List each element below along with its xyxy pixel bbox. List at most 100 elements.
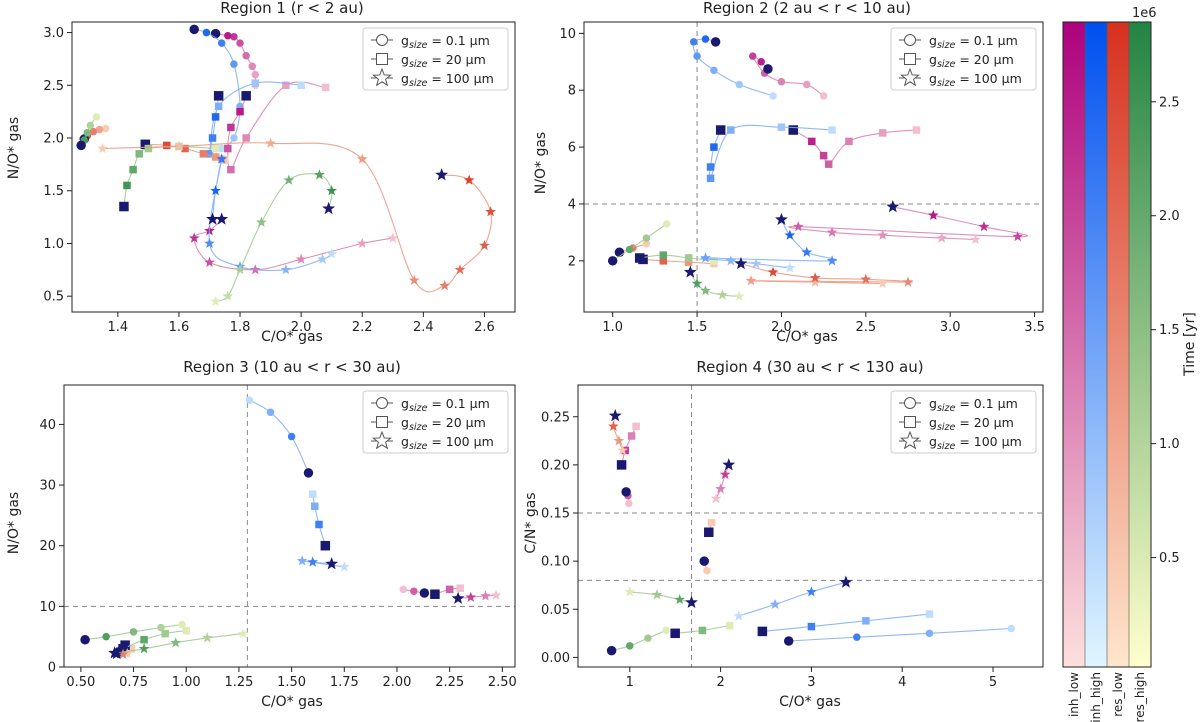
data-point-inh_low — [248, 62, 257, 71]
data-point-inh_high — [727, 126, 735, 134]
data-point-res_low — [454, 264, 466, 275]
y-tick-label: 30 — [39, 479, 56, 494]
endpoint-inh_low — [788, 125, 798, 135]
data-point-res_high — [83, 128, 92, 137]
data-point-inh_high — [326, 248, 338, 259]
data-point-res_low — [877, 277, 889, 289]
legend-marker-square — [376, 416, 388, 428]
colorbar-frame — [1062, 21, 1152, 668]
data-point-inh_low — [757, 58, 765, 66]
data-point-inh_low — [356, 237, 368, 249]
ticks-panel-3: 0.50 0.75 1.00 1.25 1.50 1.75 2.00 2.25 2.50 0 10 2… — [39, 418, 516, 690]
y-tick-label: 10 — [559, 27, 576, 42]
data-point-res_low — [89, 127, 98, 136]
data-point-res_low — [408, 274, 420, 285]
endpoint-inh_low — [215, 212, 229, 225]
plot-area-panel-3 — [80, 396, 502, 660]
data-point-res_high — [234, 264, 246, 275]
legend-marker-square — [904, 53, 916, 65]
data-point-inh_low — [465, 591, 477, 602]
data-point-inh_high — [217, 39, 226, 47]
endpoint-res_high — [119, 201, 129, 212]
colorbar-tick-label: 1.5 — [1159, 323, 1180, 338]
data-point-res_high — [92, 113, 101, 121]
endpoint-res_high — [683, 265, 697, 278]
data-point-res_high — [725, 621, 734, 630]
data-point-inh_high — [338, 561, 350, 572]
x-tick-label: 1.5 — [687, 320, 708, 335]
panel-title: Region 3 (10 au < r < 30 au) — [183, 358, 401, 376]
endpoint-inh_high — [757, 626, 768, 637]
data-point-res_low — [211, 153, 220, 161]
data-point-inh_high — [214, 102, 223, 111]
endpoint-inh_high — [213, 91, 224, 101]
x-tick-label: 1 — [626, 675, 634, 690]
track-line-inh_low — [788, 206, 1028, 241]
endpoint-inh_high — [320, 540, 331, 551]
endpoint-inh_low — [616, 460, 627, 470]
y-tick-label: 20 — [39, 539, 56, 554]
endpoint-res_high — [607, 256, 618, 266]
y-tick-label: 4 — [568, 197, 576, 212]
data-point-inh_low — [410, 587, 418, 595]
data-point-inh_low — [321, 83, 330, 92]
data-point-inh_low — [777, 77, 786, 86]
track-line-inh_high — [312, 494, 326, 546]
x-tick-label: 2.00 — [383, 675, 412, 690]
endpoint-inh_low — [722, 458, 736, 471]
endpoint-inh_high — [206, 212, 219, 225]
x-axis-label: C/O* gas — [776, 329, 838, 345]
endpoint-res_high — [80, 634, 90, 645]
track-line-res_low — [643, 258, 714, 265]
x-axis-label: C/O* gas — [779, 694, 841, 710]
endpoint-res_low — [608, 409, 622, 422]
data-point-res_high — [733, 290, 745, 301]
data-point-inh_high — [217, 144, 226, 153]
data-point-res_low — [162, 141, 171, 150]
data-point-res_low — [181, 144, 189, 153]
legend-marker-circle — [376, 397, 388, 409]
colorbar-column-name: res_low — [1111, 672, 1125, 717]
endpoint-inh_low — [621, 487, 631, 497]
endpoint-inh_high — [839, 575, 853, 588]
data-point-inh_low — [490, 589, 502, 600]
data-point-inh_high — [266, 408, 275, 417]
y-tick-label: 2.0 — [43, 132, 64, 147]
colorbar-column-name: res_high — [1133, 672, 1147, 722]
data-point-inh_high — [725, 255, 737, 266]
y-axis-label: N/O* gas — [6, 117, 22, 179]
data-point-inh_low — [803, 80, 811, 89]
data-point-inh_high — [826, 255, 838, 266]
legend-box — [890, 27, 1037, 91]
data-point-inh_low — [387, 232, 399, 243]
plot-area-panel-4 — [606, 409, 1015, 656]
data-point-res_high — [710, 257, 718, 265]
axes-frame — [577, 384, 1044, 668]
legend-marker-star — [900, 67, 920, 87]
data-point-inh_low — [627, 432, 636, 440]
data-point-res_low — [97, 142, 108, 154]
data-point-inh_high — [701, 35, 710, 43]
x-tick-label: 3.5 — [1024, 320, 1045, 335]
legend-label: gsize = 100 μm — [401, 71, 494, 89]
colorbar-ticks: 0.5 1.0 1.5 2.0 2.5 — [1151, 95, 1180, 566]
endpoint-res_low — [734, 256, 748, 270]
data-point-res_high — [210, 295, 221, 307]
data-point-res_high — [123, 181, 131, 190]
track-line-inh_low — [715, 464, 730, 499]
data-point-res_high — [211, 144, 220, 153]
data-point-res_high — [698, 626, 707, 635]
y-tick-label: 2.5 — [43, 79, 64, 94]
data-point-inh_high — [280, 264, 292, 275]
x-tick-label: 2.50 — [488, 675, 517, 690]
panel-title: Region 1 (r < 2 au) — [220, 0, 363, 17]
x-tick-label: 1.25 — [224, 675, 253, 690]
legend-marker-star — [372, 67, 392, 87]
endpoint-inh_high — [325, 557, 339, 570]
y-tick-label: 0.20 — [541, 458, 570, 473]
colorbar-column-inh-low — [1063, 22, 1085, 667]
data-point-res_low — [902, 276, 914, 287]
